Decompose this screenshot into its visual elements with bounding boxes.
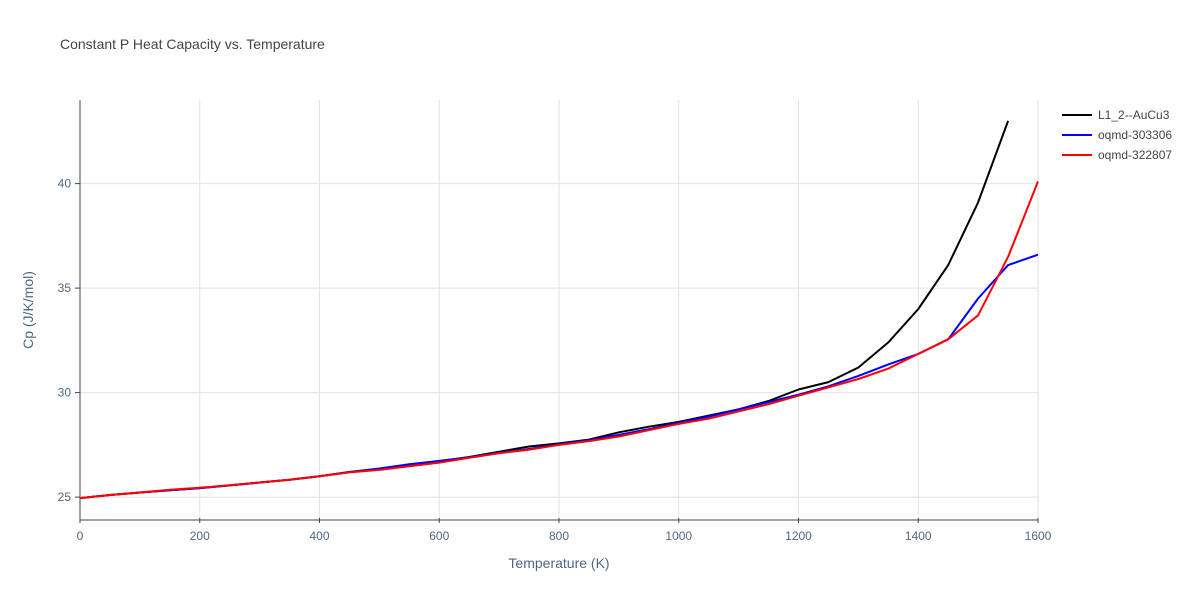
x-axis-label: Temperature (K) (508, 555, 609, 571)
series-lines (79, 120, 1039, 500)
legend-label: L1_2--AuCu3 (1098, 108, 1170, 122)
y-tick-label: 35 (58, 281, 72, 295)
y-tick-label: 40 (58, 177, 72, 191)
axes: 0 200 400 600 800 1000 1200 1400 1600 25 30 35 40 (58, 100, 1052, 543)
x-tick-label: 1400 (905, 529, 932, 543)
legend-label: oqmd-303306 (1098, 128, 1172, 142)
legend-item-2[interactable]: oqmd-303306 (1062, 128, 1172, 142)
y-tick-label: 25 (58, 490, 72, 504)
x-tick-label: 0 (77, 529, 84, 543)
series-line-1 (79, 120, 1010, 500)
y-axis-label: Cp (J/K/mol) (20, 271, 36, 349)
x-tick-label: 1000 (665, 529, 692, 543)
x-tick-label: 200 (190, 529, 210, 543)
x-tick-label: 800 (549, 529, 569, 543)
x-tick-label: 400 (309, 529, 329, 543)
x-tick-label: 600 (429, 529, 449, 543)
legend-label: oqmd-322807 (1098, 148, 1172, 162)
x-tick-label: 1600 (1025, 529, 1052, 543)
series-line-3 (79, 181, 1039, 500)
grid-lines (80, 100, 1039, 518)
x-tick-label: 1200 (785, 529, 812, 543)
legend-item-3[interactable]: oqmd-322807 (1062, 148, 1172, 162)
y-tick-label: 30 (58, 386, 72, 400)
legend-item-1[interactable]: L1_2--AuCu3 (1062, 108, 1170, 122)
chart-title: Constant P Heat Capacity vs. Temperature (60, 36, 325, 52)
legend[interactable]: L1_2--AuCu3 oqmd-303306 oqmd-322807 (1062, 108, 1172, 162)
